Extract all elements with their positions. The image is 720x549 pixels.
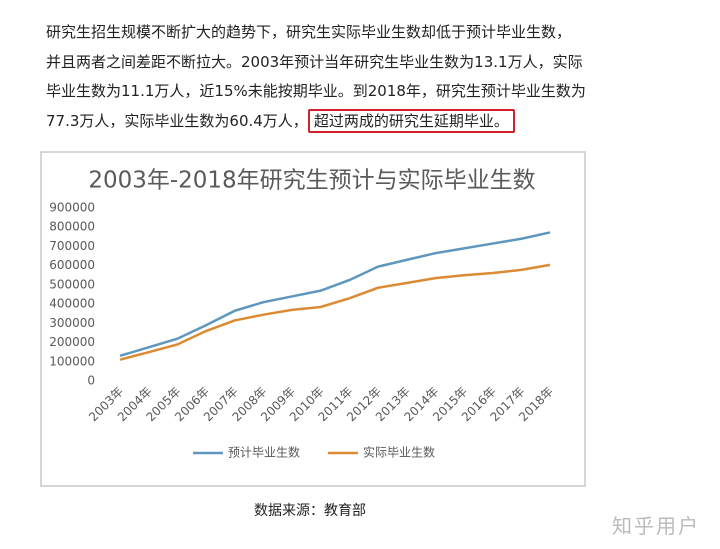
y-tick-label: 400000 [49, 297, 95, 311]
text-line: 研究生招生规模不断扩大的趋势下，研究生实际毕业生数却低于预计毕业生数， [46, 23, 572, 41]
series-line [119, 263, 551, 361]
y-tick-label: 300000 [49, 316, 95, 330]
series-line [119, 231, 551, 358]
paragraph: 研究生招生规模不断扩大的趋势下，研究生实际毕业生数却低于预计毕业生数， 并且两者… [46, 18, 586, 136]
watermark: 知乎用户 [612, 514, 700, 538]
caption: 数据来源：教育部 [254, 503, 366, 519]
y-tick-label: 500000 [49, 277, 95, 291]
y-tick-label: 900000 [49, 201, 95, 215]
text-line: 77.3万人，实际毕业生数为60.4万人， 超过两成的研究生延期毕业。 [46, 107, 586, 137]
highlight: 超过两成的研究生延期毕业。 [307, 108, 515, 133]
legend-label: 预计毕业生数 [228, 445, 300, 460]
y-tick-label: 100000 [49, 354, 95, 368]
legend-label: 实际毕业生数 [363, 445, 435, 460]
y-tick-label: 200000 [49, 335, 95, 349]
y-tick-label: 700000 [49, 239, 95, 253]
chart-frame [40, 151, 586, 487]
y-tick-label: 600000 [49, 258, 95, 272]
text-line: 并且两者之间差距不断拉大。2003年预计当年研究生毕业生数为13.1万人，实际 [46, 52, 583, 71]
y-tick-label: 0 [87, 374, 95, 388]
y-tick-label: 800000 [49, 220, 95, 234]
text-line: 毕业生数为11.1万人，近15%未能按期毕业。到2018年，研究生预计毕业生数为 [46, 82, 586, 100]
text: 77.3万人，实际毕业生数为60.4万人， [46, 111, 308, 130]
chart-title: 2003年-2018年研究生预计与实际毕业生数 [88, 168, 535, 194]
